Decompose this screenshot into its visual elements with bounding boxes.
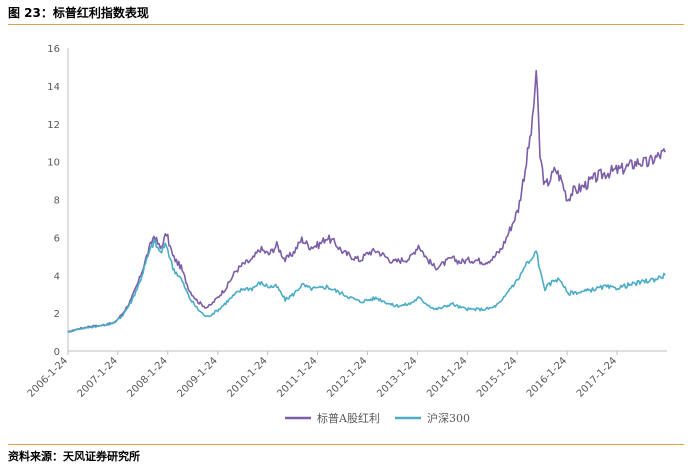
x-tick-label: 2012-1-24 xyxy=(325,355,369,399)
chart-legend: 标普A股红利 沪深300 xyxy=(285,411,470,425)
y-tick-label: 4 xyxy=(54,271,60,282)
source-note: 资料来源：天风证券研究所 xyxy=(8,450,140,463)
line-chart: 0 2 4 6 8 10 12 14 16 2006-1-24 2007-1-24 2008-1-24… xyxy=(26,44,667,425)
legend-label-0: 标普A股红利 xyxy=(317,411,380,425)
x-tick-label: 2006-1-24 xyxy=(26,355,70,399)
y-tick-label: 0 xyxy=(54,347,60,358)
figure-title: 图 23：标普红利指数表现 xyxy=(8,6,149,20)
series-line-1 xyxy=(67,239,666,334)
x-tick-label: 2013-1-24 xyxy=(375,355,419,399)
y-tick-label: 14 xyxy=(47,82,60,93)
y-tick-label: 10 xyxy=(47,158,60,169)
x-tick-label: 2014-1-24 xyxy=(425,355,469,399)
y-tick-label: 6 xyxy=(54,233,60,244)
series-line-0 xyxy=(67,69,666,333)
x-tick-label: 2017-1-24 xyxy=(575,355,619,399)
y-tick-label: 16 xyxy=(47,44,60,55)
x-tick-label: 2015-1-24 xyxy=(475,355,519,399)
x-tick-label: 2008-1-24 xyxy=(126,355,170,399)
y-tick-label: 2 xyxy=(54,309,60,320)
legend-label-1: 沪深300 xyxy=(427,411,470,425)
x-tick-label: 2010-1-24 xyxy=(225,355,269,399)
y-tick-label: 12 xyxy=(47,120,60,131)
x-tick-label: 2016-1-24 xyxy=(525,355,569,399)
x-tick-label: 2011-1-24 xyxy=(275,355,319,399)
series-layer xyxy=(67,69,666,334)
x-tick-label: 2009-1-24 xyxy=(176,355,220,399)
title-divider xyxy=(8,24,684,25)
source-divider xyxy=(8,444,684,445)
x-tick-label: 2007-1-24 xyxy=(76,355,120,399)
y-tick-label: 8 xyxy=(54,196,60,207)
chart-axes: 0 2 4 6 8 10 12 14 16 2006-1-24 2007-1-24 2008-1-24… xyxy=(26,44,667,400)
